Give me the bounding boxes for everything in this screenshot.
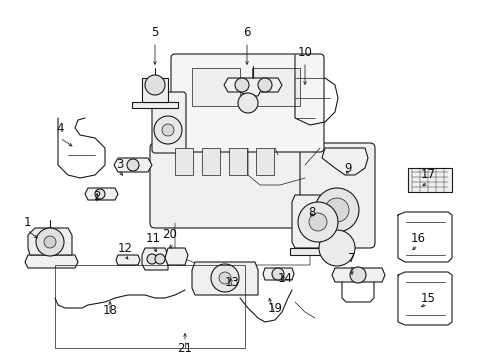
Polygon shape (202, 148, 220, 175)
Circle shape (297, 202, 337, 242)
Circle shape (127, 159, 139, 171)
Circle shape (154, 116, 182, 144)
Circle shape (36, 228, 64, 256)
Circle shape (349, 267, 365, 283)
Circle shape (308, 213, 326, 231)
Polygon shape (256, 148, 273, 175)
Polygon shape (321, 148, 367, 175)
Circle shape (314, 188, 358, 232)
Polygon shape (331, 268, 384, 282)
Circle shape (235, 78, 248, 92)
Polygon shape (291, 195, 341, 248)
Polygon shape (289, 248, 345, 255)
Circle shape (162, 124, 174, 136)
Text: 10: 10 (297, 45, 312, 58)
Circle shape (145, 75, 164, 95)
Polygon shape (228, 148, 246, 175)
Text: 19: 19 (267, 302, 282, 315)
Polygon shape (114, 158, 152, 172)
FancyBboxPatch shape (150, 143, 314, 228)
Polygon shape (132, 102, 178, 108)
Text: 5: 5 (151, 26, 159, 39)
Polygon shape (142, 248, 168, 270)
Circle shape (258, 78, 271, 92)
Polygon shape (116, 255, 140, 265)
Polygon shape (175, 148, 193, 175)
Polygon shape (85, 188, 118, 200)
Text: 17: 17 (420, 168, 435, 181)
Circle shape (155, 254, 164, 264)
Text: 14: 14 (277, 271, 292, 284)
Circle shape (219, 272, 230, 284)
Polygon shape (25, 255, 78, 268)
Circle shape (271, 268, 284, 280)
Bar (55, 265, 244, 348)
Text: 16: 16 (409, 231, 425, 244)
FancyBboxPatch shape (152, 92, 185, 153)
Circle shape (238, 93, 258, 113)
Text: 8: 8 (307, 206, 315, 219)
Text: 2: 2 (93, 189, 101, 202)
FancyBboxPatch shape (171, 54, 324, 152)
Polygon shape (263, 268, 293, 280)
Polygon shape (224, 78, 282, 96)
Text: 6: 6 (243, 26, 250, 39)
Polygon shape (142, 78, 168, 102)
Text: 7: 7 (347, 252, 355, 265)
Polygon shape (28, 228, 72, 255)
Text: 15: 15 (420, 292, 434, 305)
Circle shape (44, 236, 56, 248)
Text: 4: 4 (56, 122, 63, 135)
Text: 11: 11 (145, 231, 160, 244)
Polygon shape (407, 168, 451, 192)
Text: 18: 18 (102, 303, 117, 316)
Text: 3: 3 (116, 158, 123, 171)
Circle shape (325, 198, 348, 222)
Text: 21: 21 (177, 342, 192, 355)
Text: 20: 20 (162, 229, 177, 242)
Bar (192, 68, 240, 106)
Polygon shape (164, 248, 187, 265)
Circle shape (95, 189, 105, 199)
Text: 9: 9 (344, 162, 351, 175)
FancyBboxPatch shape (299, 143, 374, 248)
Circle shape (318, 230, 354, 266)
Circle shape (210, 264, 239, 292)
Circle shape (147, 254, 157, 264)
Text: 12: 12 (117, 242, 132, 255)
Polygon shape (192, 262, 258, 295)
Bar (251, 68, 299, 106)
Text: 1: 1 (23, 216, 31, 229)
Text: 13: 13 (224, 275, 239, 288)
